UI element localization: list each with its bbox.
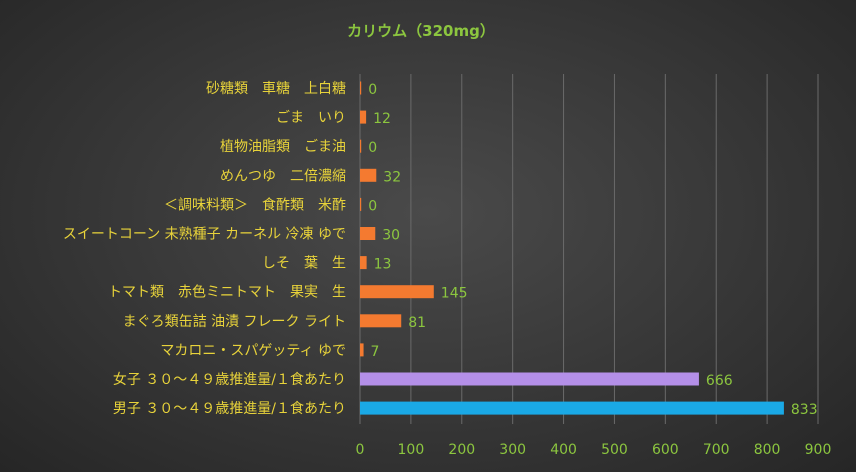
category-label-4: ＜調味料類＞ 食酢類 米酢 <box>164 196 346 213</box>
bar-3 <box>360 168 377 182</box>
bar-6 <box>360 256 367 270</box>
value-label-2: 0 <box>368 140 377 156</box>
category-label-11: 男子 ３０～４９歳推進量/１食あたり <box>113 400 346 417</box>
chart-title: カリウム（320mg） <box>347 22 495 40</box>
bar-5 <box>360 227 376 240</box>
bar-11 <box>360 401 784 415</box>
bar-8 <box>360 314 402 328</box>
x-tick-label-900: 900 <box>805 442 832 458</box>
bar-10 <box>360 372 699 386</box>
x-tick-label-200: 200 <box>448 442 475 458</box>
category-label-7: トマト類 赤色ミニトマト 果実 生 <box>108 284 346 301</box>
x-tick-label-0: 0 <box>356 442 365 458</box>
value-label-5: 30 <box>382 228 400 244</box>
value-label-7: 145 <box>441 286 468 302</box>
value-label-1: 12 <box>373 111 391 127</box>
value-label-11: 833 <box>791 402 818 418</box>
x-tick-label-300: 300 <box>499 442 526 458</box>
bar-7 <box>360 285 434 299</box>
category-label-9: マカロニ・スパゲッティ ゆで <box>160 343 346 359</box>
value-label-9: 7 <box>371 344 380 360</box>
bar-2 <box>360 139 362 153</box>
value-label-6: 13 <box>374 257 392 273</box>
value-label-3: 32 <box>383 169 401 185</box>
gridlines <box>359 74 819 424</box>
bar-9 <box>360 343 364 357</box>
category-label-2: 植物油脂類 ごま油 <box>220 139 346 155</box>
category-label-0: 砂糖類 車糖 上白糖 <box>206 80 346 97</box>
category-label-1: ごま いり <box>276 110 346 126</box>
x-tick-label-600: 600 <box>652 442 679 458</box>
x-tick-label-700: 700 <box>703 442 730 458</box>
x-tick-label-800: 800 <box>754 442 781 458</box>
bars <box>360 81 784 415</box>
bar-4 <box>360 197 362 211</box>
bar-0 <box>360 81 362 95</box>
bar-1 <box>360 110 367 124</box>
category-label-8: まぐろ類缶詰 油漬 フレーク ライト <box>123 314 346 330</box>
category-label-6: しそ 葉 生 <box>262 256 346 272</box>
category-label-10: 女子 ３０～４９歳推進量/１食あたり <box>113 371 346 388</box>
category-label-5: スイートコーン 未熟種子 カーネル 冷凍 ゆで <box>63 227 346 243</box>
x-tick-label-400: 400 <box>550 442 577 458</box>
value-label-4: 0 <box>368 198 377 214</box>
value-label-0: 0 <box>368 82 377 98</box>
value-label-8: 81 <box>408 315 426 331</box>
category-label-3: めんつゆ 二倍濃縮 <box>220 168 346 184</box>
value-label-10: 666 <box>706 373 733 389</box>
x-tick-label-500: 500 <box>601 442 628 458</box>
x-tick-label-100: 100 <box>398 442 425 458</box>
